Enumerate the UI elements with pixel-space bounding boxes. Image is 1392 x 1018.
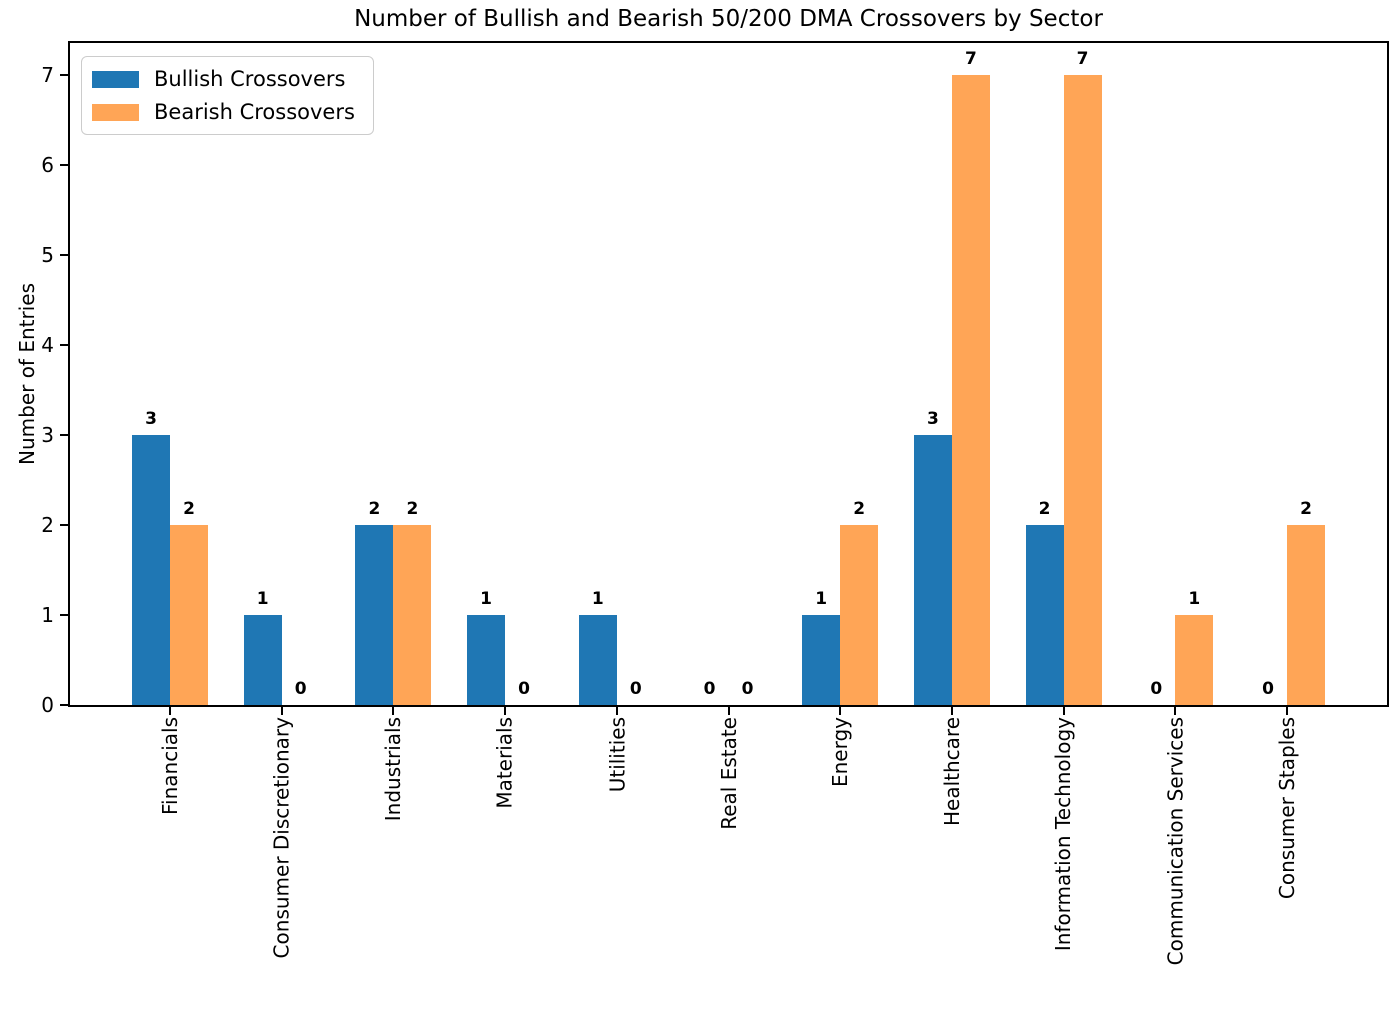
y-tick-mark — [60, 704, 68, 706]
x-tick-label: Healthcare — [939, 717, 964, 827]
bar-value-label: 2 — [183, 498, 195, 519]
x-tick-label: Financials — [158, 717, 182, 815]
bar-value-label: 2 — [853, 498, 866, 519]
bar-bearish — [1063, 74, 1102, 705]
plot-area: Bullish Crossovers Bearish Crossovers 0 1… — [41, 41, 1389, 965]
chart-title: Number of Bullish and Bearish 50/200 DMA… — [354, 6, 1103, 32]
x-tick-label: Materials — [493, 717, 518, 809]
y-tick-mark — [60, 613, 68, 616]
legend: Bullish Crossovers Bearish Crossovers — [81, 56, 374, 135]
y-tick-label: 6 — [41, 152, 54, 177]
legend-label-bullish: Bullish Crossovers — [154, 67, 346, 91]
y-tick-label: 0 — [41, 693, 54, 717]
bar-value-label: 0 — [518, 679, 531, 699]
y-tick-label: 5 — [41, 242, 54, 267]
bar-value-label: 1 — [815, 588, 828, 609]
x-tick-label: Consumer Staples — [1275, 717, 1299, 900]
bar-bearish — [951, 74, 990, 705]
bar-value-label: 7 — [1076, 48, 1089, 69]
x-tick-mark — [392, 707, 395, 715]
legend-label-bearish: Bearish Crossovers — [154, 100, 355, 124]
x-tick-label: Utilities — [604, 717, 629, 793]
y-tick-label: 3 — [41, 422, 54, 447]
x-tick-mark — [950, 707, 953, 715]
y-tick-label: 2 — [41, 512, 54, 537]
bar-bullish — [467, 614, 506, 705]
x-tick-label: Energy — [828, 717, 853, 788]
bar-value-label: 1 — [1188, 588, 1201, 609]
bar-value-label: 1 — [256, 588, 269, 609]
legend-entry-bearish: Bearish Crossovers — [92, 100, 355, 124]
x-tick-mark — [1174, 707, 1177, 715]
x-tick-label: Consumer Discretionary — [269, 717, 294, 959]
bar-bearish — [170, 524, 208, 705]
legend-swatch-bearish — [92, 103, 139, 121]
x-tick-label: Real Estate — [716, 717, 741, 830]
y-tick-label: 7 — [41, 62, 54, 87]
bar-value-label: 0 — [629, 679, 642, 699]
bar-bearish — [1175, 614, 1214, 705]
bar-bullish — [132, 434, 170, 705]
y-tick-label: 1 — [41, 602, 54, 627]
bar-bearish — [840, 524, 879, 705]
bar-value-label: 0 — [294, 679, 307, 699]
bar-value-label: 0 — [1150, 679, 1163, 699]
bar-value-label: 2 — [1038, 498, 1051, 519]
x-tick-label: Communication Services — [1163, 717, 1188, 966]
bar-value-label: 3 — [926, 408, 939, 429]
bar-value-label: 1 — [480, 588, 493, 609]
bar-bullish — [913, 434, 952, 705]
legend-swatch-bullish — [92, 70, 139, 88]
bar-value-label: 3 — [145, 408, 157, 429]
bar-bearish — [393, 524, 432, 705]
bar-bearish — [1287, 524, 1325, 705]
y-tick-mark — [60, 73, 68, 76]
bar-bullish — [355, 524, 394, 705]
x-tick-mark — [839, 707, 842, 715]
x-tick-mark — [1062, 707, 1065, 715]
x-tick-label: Industrials — [381, 717, 406, 822]
bar-value-label: 2 — [368, 498, 381, 519]
y-tick-mark — [60, 163, 68, 166]
x-tick-mark — [727, 707, 730, 715]
x-tick-mark — [169, 707, 171, 715]
bar-bullish — [802, 614, 841, 705]
bar-value-label: 7 — [964, 48, 977, 69]
x-tick-mark — [615, 707, 618, 715]
bar-bullish — [243, 614, 282, 705]
bar-value-label: 1 — [591, 588, 604, 609]
bar-value-label: 0 — [1262, 679, 1274, 699]
x-tick-mark — [1286, 707, 1288, 715]
x-tick-mark — [280, 707, 283, 715]
legend-entry-bullish: Bullish Crossovers — [92, 67, 355, 91]
x-tick-label: Information Technology — [1051, 717, 1076, 952]
y-tick-mark — [60, 343, 68, 346]
bar-bullish — [578, 614, 617, 705]
y-tick-mark — [60, 253, 68, 256]
bar-value-label: 2 — [406, 498, 419, 519]
y-tick-label: 4 — [41, 332, 54, 357]
y-tick-mark — [60, 433, 68, 436]
y-tick-mark — [60, 523, 68, 526]
x-tick-mark — [504, 707, 507, 715]
bar-bullish — [1025, 524, 1064, 705]
bar-value-label: 2 — [1300, 498, 1312, 519]
bar-value-label: 0 — [703, 679, 716, 699]
bar-value-label: 0 — [741, 679, 754, 699]
